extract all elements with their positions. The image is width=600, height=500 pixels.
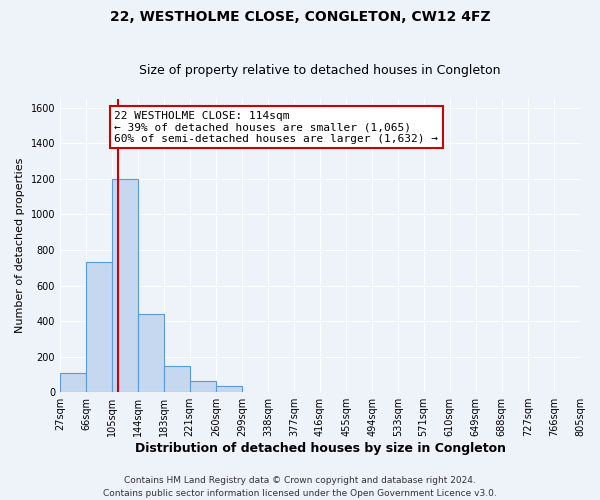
Text: Contains HM Land Registry data © Crown copyright and database right 2024.
Contai: Contains HM Land Registry data © Crown c…: [103, 476, 497, 498]
Bar: [164, 366, 190, 392]
Bar: [86, 262, 112, 392]
Text: 22, WESTHOLME CLOSE, CONGLETON, CW12 4FZ: 22, WESTHOLME CLOSE, CONGLETON, CW12 4FZ: [110, 10, 490, 24]
Y-axis label: Number of detached properties: Number of detached properties: [15, 158, 25, 333]
Bar: [190, 382, 216, 392]
Bar: [216, 386, 242, 392]
Bar: [112, 179, 138, 392]
Title: Size of property relative to detached houses in Congleton: Size of property relative to detached ho…: [139, 64, 501, 77]
X-axis label: Distribution of detached houses by size in Congleton: Distribution of detached houses by size …: [134, 442, 506, 455]
Bar: [60, 373, 86, 392]
Bar: [138, 314, 164, 392]
Text: 22 WESTHOLME CLOSE: 114sqm
← 39% of detached houses are smaller (1,065)
60% of s: 22 WESTHOLME CLOSE: 114sqm ← 39% of deta…: [114, 111, 438, 144]
